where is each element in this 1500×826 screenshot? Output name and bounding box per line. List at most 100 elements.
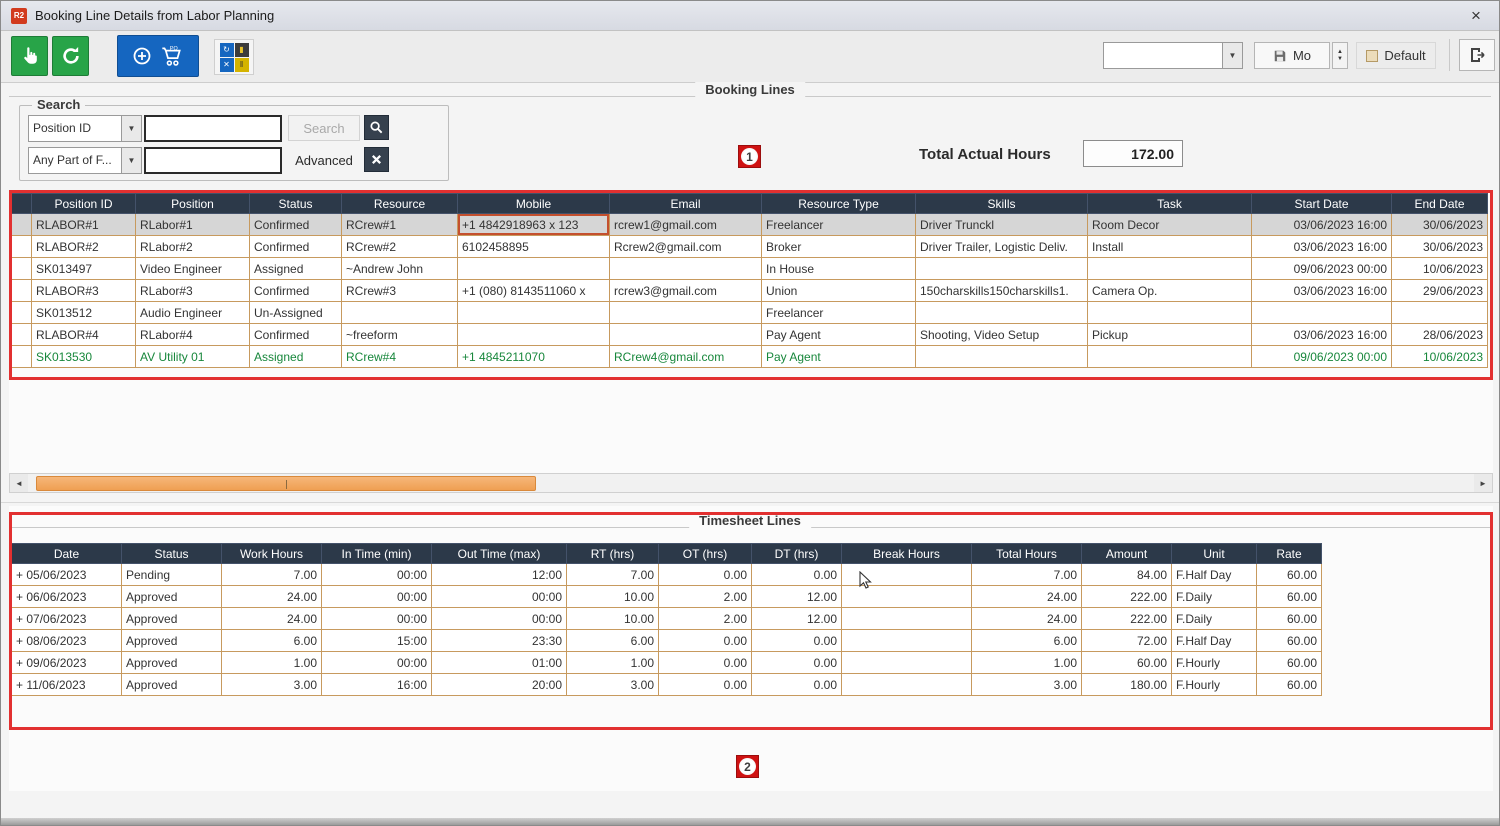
column-header[interactable]: DT (hrs) (751, 543, 842, 564)
default-layout-button[interactable]: Default (1356, 42, 1436, 69)
column-header[interactable]: Break Hours (841, 543, 972, 564)
cell[interactable]: 6102458895 (457, 235, 610, 258)
cell[interactable]: RLabor#3 (135, 279, 250, 302)
cell[interactable]: 00:00 (431, 607, 567, 630)
column-header[interactable]: Status (121, 543, 222, 564)
export-options-button[interactable]: ↻ ▮ ✕ ‖ (214, 39, 254, 75)
cell[interactable]: F.Hourly (1171, 651, 1257, 674)
cell[interactable]: 09/06/2023 00:00 (1251, 345, 1392, 368)
cell[interactable]: 0.00 (751, 563, 842, 586)
cell[interactable]: Pickup (1087, 323, 1252, 346)
cell[interactable]: 10/06/2023 (1391, 345, 1488, 368)
column-header[interactable]: Start Date (1251, 193, 1392, 214)
cell[interactable] (1087, 257, 1252, 280)
cell[interactable]: 60.00 (1256, 585, 1322, 608)
row-selector[interactable] (11, 235, 32, 258)
cell[interactable]: 03/06/2023 16:00 (1251, 323, 1392, 346)
column-header[interactable]: Task (1087, 193, 1252, 214)
cell[interactable]: Freelancer (761, 301, 916, 324)
cell[interactable]: Rcrew2@gmail.com (609, 235, 762, 258)
cell[interactable]: 0.00 (658, 651, 752, 674)
cell[interactable]: F.Half Day (1171, 629, 1257, 652)
column-header[interactable]: Out Time (max) (431, 543, 567, 564)
cell[interactable]: 1.00 (566, 651, 659, 674)
cell[interactable] (609, 323, 762, 346)
cell[interactable]: Pay Agent (761, 345, 916, 368)
cell[interactable]: 03/06/2023 16:00 (1251, 213, 1392, 236)
layout-spinner[interactable]: ▲ ▼ (1332, 42, 1348, 69)
cell[interactable] (609, 301, 762, 324)
advanced-search-link[interactable]: Advanced (295, 152, 353, 168)
cell[interactable]: 1.00 (971, 651, 1082, 674)
cell[interactable]: Approved (121, 651, 222, 674)
cell[interactable]: Video Engineer (135, 257, 250, 280)
refresh-button[interactable] (52, 36, 89, 76)
scrollbar-thumb[interactable] (36, 476, 536, 491)
cell[interactable]: F.Daily (1171, 585, 1257, 608)
cell[interactable] (457, 323, 610, 346)
cell[interactable]: 29/06/2023 (1391, 279, 1488, 302)
cell[interactable]: Approved (121, 585, 222, 608)
search-button[interactable]: Search (288, 115, 360, 141)
table-row[interactable]: + 05/06/2023 Pending 7.00 00:00 12:00 7.00 0.0… (11, 563, 1322, 586)
cell[interactable]: Camera Op. (1087, 279, 1252, 302)
column-header[interactable]: Date (11, 543, 122, 564)
cell[interactable]: Confirmed (249, 235, 342, 258)
cell[interactable]: 2.00 (658, 585, 752, 608)
column-header[interactable]: OT (hrs) (658, 543, 752, 564)
table-row[interactable]: RLABOR#4 RLabor#4 Confirmed ~freeform Pay Ag… (11, 323, 1488, 346)
cell[interactable]: Pay Agent (761, 323, 916, 346)
cell[interactable]: rcrew3@gmail.com (609, 279, 762, 302)
cell[interactable]: 60.00 (1081, 651, 1172, 674)
cell[interactable] (915, 257, 1088, 280)
cell[interactable]: 20:00 (431, 673, 567, 696)
cell[interactable]: 2.00 (658, 607, 752, 630)
table-row[interactable]: + 06/06/2023 Approved 24.00 00:00 00:00 10.00… (11, 585, 1322, 608)
cell[interactable]: RLABOR#4 (31, 323, 136, 346)
cell[interactable]: Shooting, Video Setup (915, 323, 1088, 346)
cell[interactable]: 180.00 (1081, 673, 1172, 696)
column-header[interactable]: Total Hours (971, 543, 1082, 564)
cell[interactable]: 0.00 (658, 629, 752, 652)
search-input[interactable] (144, 115, 282, 142)
cell[interactable]: RCrew#4 (341, 345, 458, 368)
cell[interactable]: 24.00 (971, 607, 1082, 630)
column-header[interactable]: In Time (min) (321, 543, 432, 564)
cell[interactable]: + 06/06/2023 (11, 585, 122, 608)
cell[interactable]: +1 4845211070 (457, 345, 610, 368)
cell[interactable] (841, 607, 972, 630)
cell[interactable] (1087, 301, 1252, 324)
cell[interactable]: 0.00 (751, 651, 842, 674)
cell[interactable]: 84.00 (1081, 563, 1172, 586)
cell[interactable]: 72.00 (1081, 629, 1172, 652)
column-header[interactable]: Amount (1081, 543, 1172, 564)
search-field-combobox[interactable]: Position ID ▼ (28, 115, 142, 142)
cell[interactable]: 03/06/2023 16:00 (1251, 279, 1392, 302)
cell[interactable]: + 05/06/2023 (11, 563, 122, 586)
cell[interactable] (341, 301, 458, 324)
cell[interactable]: In House (761, 257, 916, 280)
cell[interactable] (1391, 301, 1488, 324)
cell[interactable]: Pending (121, 563, 222, 586)
cell[interactable]: 60.00 (1256, 673, 1322, 696)
cell[interactable] (1087, 345, 1252, 368)
cell[interactable]: 7.00 (221, 563, 322, 586)
cell[interactable] (841, 563, 972, 586)
chevron-down-icon[interactable]: ▼ (121, 116, 141, 141)
column-header[interactable]: Skills (915, 193, 1088, 214)
cell[interactable]: 222.00 (1081, 585, 1172, 608)
cell[interactable]: 01:00 (431, 651, 567, 674)
search-input-secondary[interactable] (144, 147, 282, 174)
cell[interactable]: Broker (761, 235, 916, 258)
cell[interactable]: 24.00 (221, 607, 322, 630)
row-selector[interactable] (11, 257, 32, 280)
column-header[interactable]: Position ID (31, 193, 136, 214)
cell[interactable]: Driver Trunckl (915, 213, 1088, 236)
cell[interactable]: ~Andrew John (341, 257, 458, 280)
cell[interactable]: AV Utility 01 (135, 345, 250, 368)
cell[interactable]: Approved (121, 673, 222, 696)
add-to-po-cart-button[interactable]: PO (117, 35, 199, 77)
cell[interactable]: 60.00 (1256, 607, 1322, 630)
cell[interactable]: SK013497 (31, 257, 136, 280)
column-header[interactable]: End Date (1391, 193, 1488, 214)
